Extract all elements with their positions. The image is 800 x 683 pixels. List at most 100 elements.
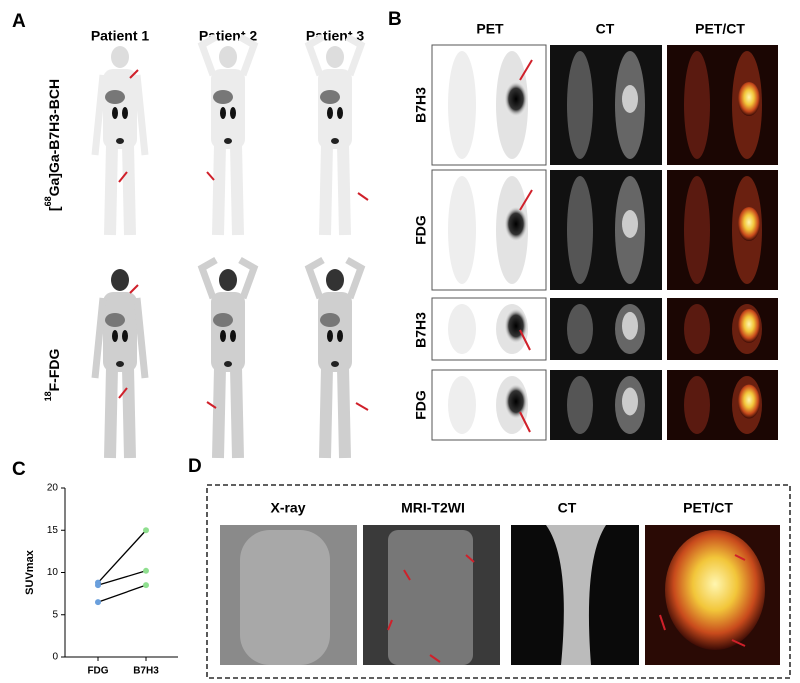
data-point bbox=[143, 567, 149, 574]
bone bbox=[546, 525, 606, 665]
column-header: Patient 1 bbox=[91, 28, 150, 44]
scan-image bbox=[667, 45, 778, 165]
limb bbox=[567, 304, 593, 354]
legs bbox=[319, 367, 351, 459]
scan-image bbox=[550, 170, 662, 290]
bone bbox=[622, 210, 638, 238]
scan-image bbox=[667, 170, 778, 290]
organ bbox=[116, 138, 124, 144]
lesion bbox=[504, 206, 528, 242]
organ bbox=[320, 90, 340, 104]
superscript: 18 bbox=[43, 391, 53, 401]
arrow bbox=[355, 402, 369, 411]
scan-image bbox=[91, 269, 149, 459]
organ bbox=[224, 138, 232, 144]
arms bbox=[304, 256, 366, 300]
scan-image bbox=[431, 169, 547, 291]
limb bbox=[684, 176, 710, 284]
scan-image bbox=[511, 525, 639, 665]
scan-image bbox=[197, 256, 259, 459]
lesion bbox=[504, 383, 528, 420]
scan-image bbox=[363, 525, 500, 665]
arrow bbox=[734, 554, 746, 561]
organ bbox=[337, 330, 343, 342]
scan-image bbox=[667, 298, 778, 360]
scan-image bbox=[431, 369, 547, 441]
column-header: PET/CT bbox=[695, 21, 745, 37]
limb bbox=[448, 176, 476, 284]
arms bbox=[91, 74, 149, 156]
image-frame bbox=[550, 170, 662, 290]
legs bbox=[212, 144, 244, 236]
row-label: [68Ga]Ga-B7H3-BCH bbox=[43, 79, 61, 211]
arrow bbox=[659, 614, 666, 631]
y-tick-label: 0 bbox=[52, 652, 58, 663]
head bbox=[326, 269, 344, 291]
row-label: FDG bbox=[413, 215, 429, 245]
legs bbox=[212, 367, 244, 459]
row-label: B7H3 bbox=[413, 87, 429, 123]
scan-image bbox=[667, 370, 778, 440]
scan-image bbox=[431, 44, 547, 166]
scan-image bbox=[550, 45, 662, 165]
scan-image bbox=[220, 525, 357, 665]
legs bbox=[319, 144, 351, 236]
organ bbox=[331, 361, 339, 367]
x-tick-label: FDG bbox=[87, 666, 108, 677]
torso bbox=[103, 292, 137, 372]
scan-image bbox=[431, 297, 547, 361]
column-header: CT bbox=[558, 500, 577, 516]
lesion bbox=[504, 81, 528, 117]
organ bbox=[327, 107, 333, 119]
limb bbox=[448, 376, 476, 434]
organ bbox=[220, 330, 226, 342]
scan-image bbox=[550, 298, 662, 360]
panel-letter: A bbox=[12, 11, 26, 32]
panel-letter: D bbox=[188, 456, 202, 477]
limb bbox=[567, 376, 593, 434]
limb bbox=[684, 51, 710, 159]
organ bbox=[122, 107, 128, 119]
arrow bbox=[387, 619, 393, 631]
column-header: PET bbox=[476, 21, 504, 37]
bone bbox=[622, 85, 638, 113]
scan-image bbox=[197, 33, 259, 236]
column-header: X-ray bbox=[270, 500, 305, 516]
head bbox=[219, 269, 237, 291]
label-part: F-FDG bbox=[46, 348, 62, 391]
arrow bbox=[519, 329, 531, 351]
arrow bbox=[206, 401, 217, 409]
arrow bbox=[118, 387, 128, 399]
data-point bbox=[95, 599, 101, 606]
limb bbox=[448, 304, 476, 354]
torso bbox=[211, 292, 245, 372]
torso bbox=[318, 292, 352, 372]
bone bbox=[622, 387, 638, 416]
arrow bbox=[519, 411, 531, 433]
arrow bbox=[731, 639, 746, 647]
legs bbox=[104, 144, 136, 236]
scan-image bbox=[91, 46, 149, 236]
organ bbox=[337, 107, 343, 119]
data-point bbox=[95, 582, 101, 589]
y-tick-label: 15 bbox=[47, 525, 59, 536]
lesion bbox=[738, 82, 760, 116]
limb bbox=[684, 376, 710, 434]
arrow bbox=[465, 554, 475, 563]
head bbox=[111, 46, 129, 68]
superscript: 68 bbox=[43, 196, 53, 206]
arms bbox=[197, 33, 259, 77]
limb bbox=[684, 304, 710, 354]
series-line bbox=[97, 529, 147, 584]
limb bbox=[567, 51, 593, 159]
arrow bbox=[129, 284, 139, 294]
arms bbox=[91, 297, 149, 379]
column-header: CT bbox=[596, 21, 615, 37]
torso bbox=[103, 69, 137, 149]
row-label: FDG bbox=[413, 390, 429, 420]
y-axis-label: SUVmax bbox=[24, 549, 36, 595]
arrow bbox=[519, 59, 533, 81]
panel-letter: B bbox=[388, 9, 402, 30]
organ bbox=[213, 313, 233, 327]
arms bbox=[197, 256, 259, 300]
